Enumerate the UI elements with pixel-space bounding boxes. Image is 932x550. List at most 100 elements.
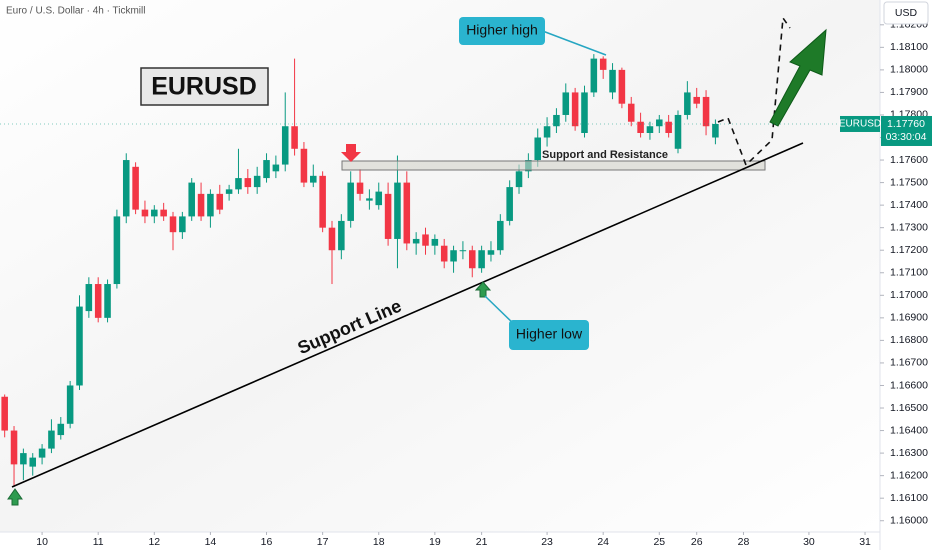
projection-path: [717, 15, 791, 167]
candle-body: [440, 245, 448, 262]
candle-body: [151, 209, 158, 217]
candle-body: [179, 216, 186, 233]
candle-body: [122, 160, 130, 217]
x-tick-label: 23: [541, 536, 553, 548]
candle-body: [76, 306, 83, 386]
x-tick-label: 30: [803, 536, 815, 548]
y-tick-label: 1.17100: [890, 267, 928, 279]
candle-body: [85, 284, 93, 312]
x-tick-label: 21: [476, 536, 488, 548]
candle-body: [590, 58, 598, 93]
candle-body: [506, 187, 513, 221]
candle-body: [609, 69, 616, 93]
candle-body: [459, 250, 467, 252]
symbol-box: [840, 115, 880, 132]
candle-body: [328, 227, 336, 251]
callout-box: [509, 320, 589, 350]
candle-body: [300, 148, 308, 183]
candle-body: [422, 234, 429, 246]
candle-body: [562, 92, 570, 115]
zone-box: [341, 160, 766, 171]
y-tick-label: 1.16900: [890, 312, 928, 324]
candle-body: [94, 284, 102, 318]
candle-body: [291, 126, 298, 149]
y-tick-label: 1.17900: [890, 86, 928, 98]
y-tick-label: 1.16300: [890, 447, 928, 459]
candle-body: [571, 92, 579, 127]
candle-body: [113, 216, 121, 285]
candle-body: [38, 448, 46, 458]
candle-body: [684, 92, 691, 115]
y-tick-label: 1.16200: [890, 469, 928, 481]
candle-body: [263, 160, 270, 179]
candle-body: [497, 220, 504, 251]
candle-body: [272, 164, 280, 172]
candle-body: [656, 119, 663, 127]
y-tick-label: 1.18100: [890, 41, 928, 53]
currency-box[interactable]: [883, 1, 929, 25]
plot-area: [0, 0, 880, 532]
y-tick-label: 1.16700: [890, 357, 928, 369]
up-marker: [7, 488, 23, 506]
support-line: [11, 142, 804, 488]
y-tick-label: 1.16600: [890, 379, 928, 391]
candle-body: [48, 430, 55, 449]
candle-body: [468, 250, 476, 269]
up-arrow: [769, 28, 827, 127]
candle-body: [188, 182, 195, 217]
x-tick-label: 14: [205, 536, 217, 548]
x-tick-label: 24: [597, 536, 609, 548]
x-tick-label: 18: [373, 536, 385, 548]
candle-body: [197, 193, 205, 217]
candle-body: [347, 182, 354, 221]
candle-body: [338, 220, 345, 251]
candle-body: [618, 69, 626, 104]
x-tick-label: 19: [429, 536, 441, 548]
candle-body: [10, 430, 18, 465]
x-tick-label: 12: [148, 536, 160, 548]
last-price: 1.17760: [887, 118, 925, 130]
candle-body: [450, 250, 457, 262]
candle-body: [169, 216, 177, 233]
badge: EURUSD: [151, 73, 257, 101]
x-tick-label: 26: [691, 536, 703, 548]
candle-body: [665, 121, 672, 133]
candle-body: [1, 396, 8, 431]
candle-body: [581, 92, 588, 133]
y-tick-label: 1.17400: [890, 199, 928, 211]
candle-body: [356, 182, 364, 194]
y-tick-label: 1.16100: [890, 492, 928, 504]
candle-body: [57, 423, 65, 436]
candle-body: [674, 114, 682, 149]
candle-body: [702, 96, 710, 127]
candle-body: [712, 123, 719, 138]
candle-body: [403, 182, 411, 244]
x-tick-label: 28: [738, 536, 750, 548]
candle-body: [319, 175, 326, 228]
x-tick-label: 16: [261, 536, 273, 548]
symbol-label: EURUSD: [839, 119, 881, 130]
candle-body: [627, 103, 635, 122]
candle-body: [543, 126, 551, 138]
currency[interactable]: USD: [895, 7, 918, 19]
x-tick-label: 11: [93, 536, 104, 548]
candle-body: [160, 209, 167, 217]
callout-text: Higher low: [516, 326, 583, 342]
candle-body: [515, 171, 523, 188]
y-tick-label: 1.16800: [890, 334, 928, 346]
y-tick-label: 1.17000: [890, 289, 928, 301]
callout-box: [459, 17, 545, 45]
y-tick-label: 1.17500: [890, 176, 928, 188]
y-tick-label: 1.16500: [890, 402, 928, 414]
candle-body: [29, 457, 37, 467]
y-tick-label: 1.17300: [890, 221, 928, 233]
candle-body: [384, 193, 392, 239]
candle-body: [141, 209, 149, 217]
up-marker: [474, 281, 492, 298]
down-marker: [341, 144, 361, 162]
callout-text: Higher high: [466, 22, 538, 38]
y-tick-label: 1.17200: [890, 244, 928, 256]
candle-body: [394, 182, 401, 239]
candle-body: [20, 453, 27, 465]
candle-body: [104, 284, 111, 318]
